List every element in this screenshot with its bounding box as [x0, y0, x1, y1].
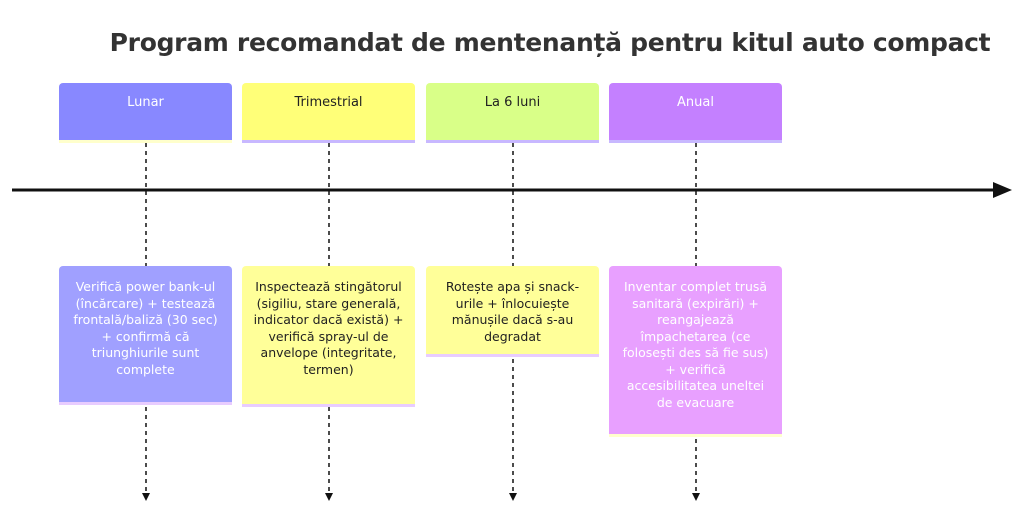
period-header: La 6 luni — [426, 83, 599, 143]
axis-arrow-icon — [993, 182, 1012, 198]
arrow-down-icon — [509, 493, 517, 501]
period-header: Trimestrial — [242, 83, 415, 143]
arrow-down-icon — [142, 493, 150, 501]
period-event: Rotește apa și snack-urile + înlocuiește… — [426, 266, 599, 357]
arrow-down-icon — [692, 493, 700, 501]
period-event: Inventar complet trusă sanitară (expirăr… — [609, 266, 782, 437]
period-header: Lunar — [59, 83, 232, 143]
period-header: Anual — [609, 83, 782, 143]
period-event: Verifică power bank-ul (încărcare) + tes… — [59, 266, 232, 405]
period-event: Inspectează stingătorul (sigiliu, stare … — [242, 266, 415, 407]
diagram-title: Program recomandat de mentenanță pentru … — [109, 28, 991, 57]
arrow-down-icon — [325, 493, 333, 501]
